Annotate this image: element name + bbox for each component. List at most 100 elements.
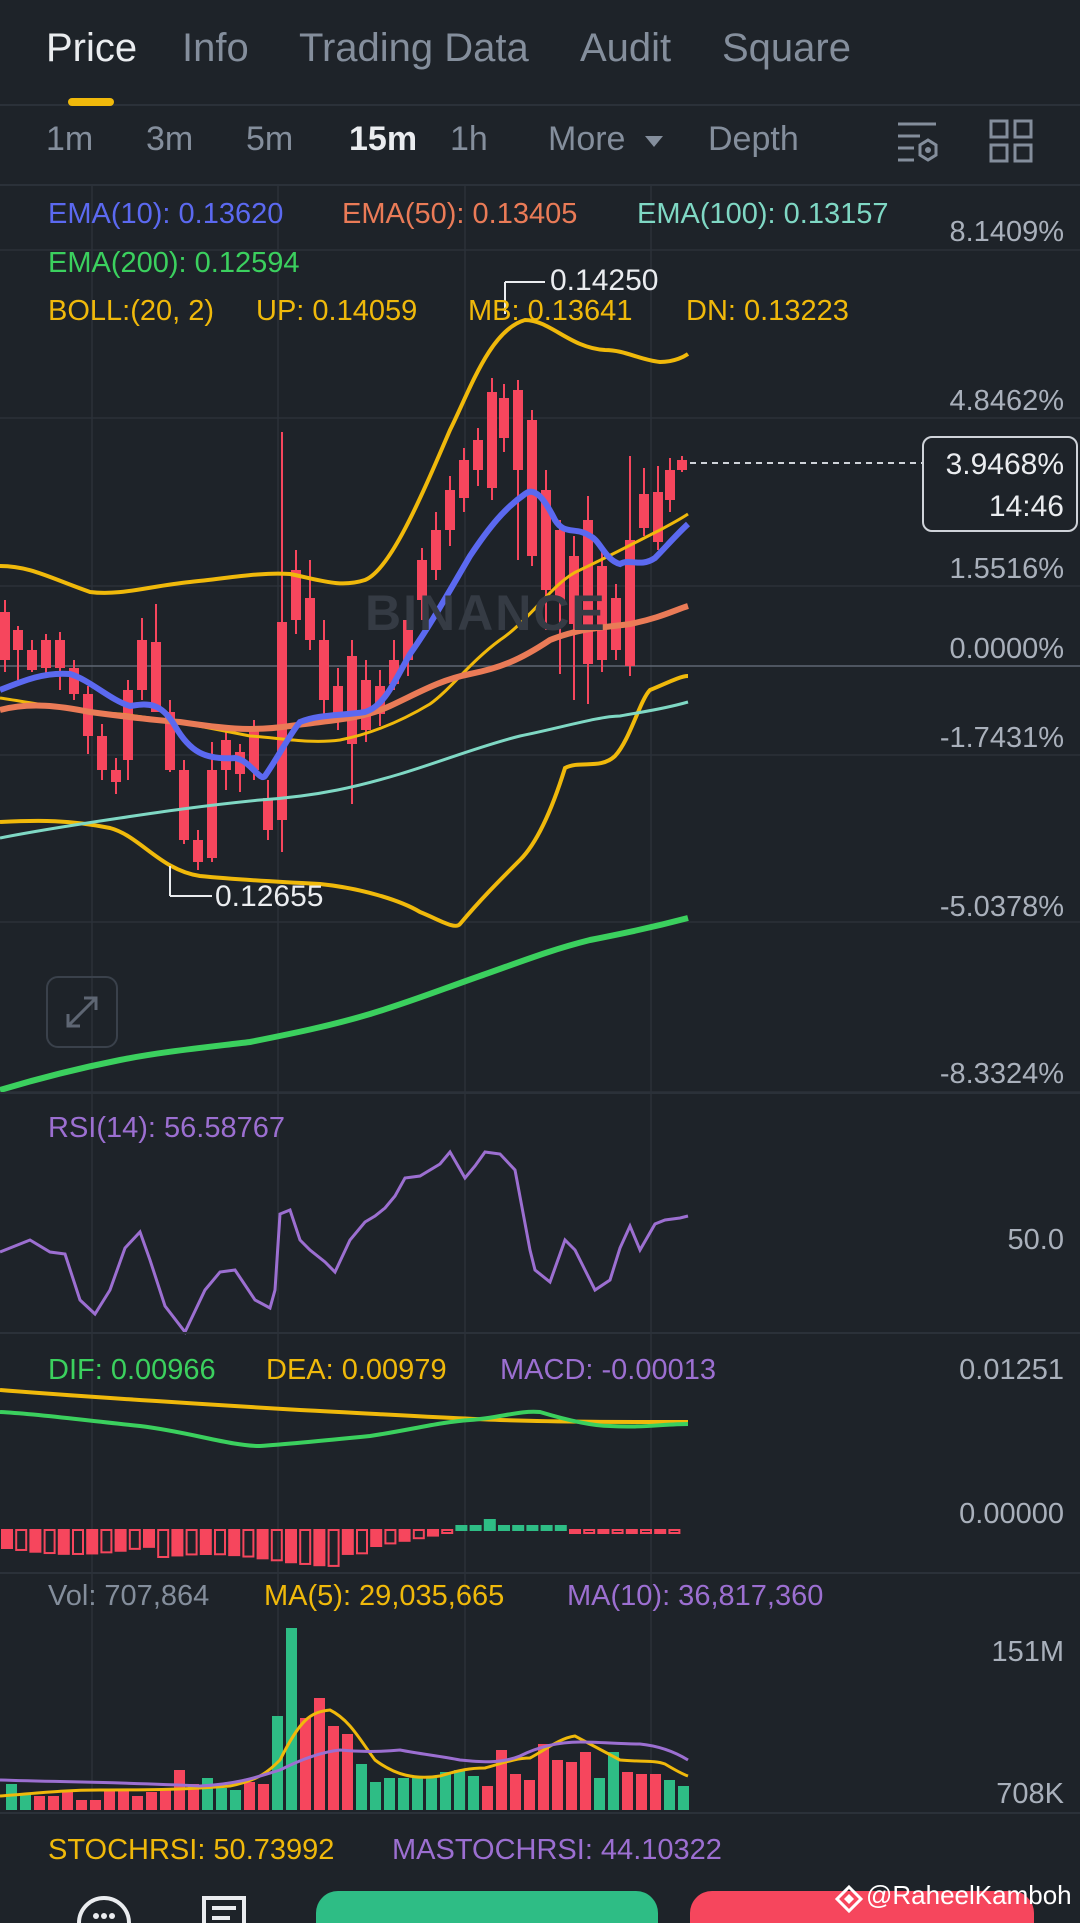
more-menu-icon[interactable] (76, 1894, 132, 1923)
more-label: More (548, 120, 626, 158)
volume-bar (622, 1772, 633, 1810)
macd-histogram-bar (285, 1529, 297, 1564)
macd-histogram-bar (654, 1529, 667, 1534)
macd-histogram-bar (86, 1529, 99, 1555)
volume-bar (328, 1726, 339, 1810)
macd-legend: MACD: -0.00013 (500, 1354, 716, 1386)
interval-bar: 1m 3m 5m 15m 1h More Depth (0, 106, 1080, 186)
price-axis-label: 1.5516% (949, 553, 1065, 585)
interval-15m[interactable]: 15m (349, 120, 418, 158)
sell-button[interactable] (690, 1891, 1034, 1923)
volume-axis-top: 151M (991, 1636, 1064, 1668)
macd-histogram-bar (199, 1529, 212, 1556)
macd-histogram-bar (128, 1529, 141, 1550)
volume-bar (594, 1778, 605, 1810)
candle-body (319, 640, 329, 700)
buy-button[interactable] (316, 1891, 658, 1923)
candle-body (389, 660, 399, 684)
macd-histogram-bar (114, 1529, 127, 1552)
caret-down-icon (644, 136, 663, 148)
tab-square[interactable]: Square (722, 26, 851, 70)
volume-bar (538, 1744, 549, 1810)
fullscreen-button[interactable] (46, 976, 118, 1048)
interval-1m[interactable]: 1m (46, 120, 94, 158)
candle-body (487, 392, 497, 488)
candle-body (541, 490, 551, 590)
price-axis-label: -8.3324% (939, 1058, 1064, 1090)
boll-legend: BOLL:(20, 2) (48, 295, 215, 327)
more-intervals-button[interactable]: More (548, 120, 665, 159)
volume-bar (146, 1792, 157, 1810)
volume-bar (286, 1628, 297, 1810)
volume-bar (552, 1760, 563, 1810)
macd-histogram-bar (398, 1529, 411, 1542)
volume-bar (300, 1718, 311, 1810)
macd-histogram-bar (640, 1529, 652, 1534)
volume-bar (412, 1776, 423, 1810)
macd-histogram-bar (526, 1525, 539, 1531)
macd-histogram-bar (341, 1529, 354, 1555)
top-tab-bar: Price Info Trading Data Audit Square (0, 0, 1080, 106)
macd-histogram-bar (540, 1525, 553, 1531)
orders-icon[interactable] (200, 1894, 248, 1923)
volume-bar (356, 1764, 367, 1810)
macd-histogram-bar (625, 1529, 638, 1534)
ema10-line (0, 488, 691, 781)
candle-body (207, 770, 217, 858)
volume-bar (20, 1794, 31, 1810)
candle-body (41, 640, 51, 668)
volume-bar (426, 1776, 437, 1810)
volume-bar (580, 1752, 591, 1810)
volume-bar (244, 1782, 255, 1810)
volume-ma10-line (0, 1740, 689, 1788)
volume-bar (524, 1780, 535, 1810)
macd-histogram-bar (483, 1519, 496, 1531)
interval-1h[interactable]: 1h (450, 120, 488, 158)
tab-audit[interactable]: Audit (580, 26, 672, 70)
interval-3m[interactable]: 3m (146, 120, 194, 158)
bollinger-upper-line (0, 317, 690, 595)
volume-bar (34, 1796, 45, 1810)
volume-bar (440, 1772, 451, 1810)
macd-histogram-bar (242, 1529, 255, 1558)
candle-body (665, 470, 675, 500)
depth-tab[interactable]: Depth (708, 120, 799, 158)
tab-trading-data[interactable]: Trading Data (299, 26, 529, 70)
volume-legend: Vol: 707,864 (48, 1580, 210, 1612)
panel-divider (0, 1092, 1080, 1094)
macd-histogram-bar (554, 1525, 567, 1531)
rsi-axis-label: 50.0 (1007, 1224, 1064, 1256)
current-price-percent: 3.9468% (945, 448, 1064, 481)
high-price-label: 0.14250 (550, 264, 659, 297)
candle-body (597, 566, 607, 660)
ema100-legend: EMA(100): 0.13157 (637, 198, 889, 230)
volume-bar (496, 1750, 507, 1810)
dea-line (0, 1388, 689, 1424)
candle-body (555, 530, 565, 600)
macd-histogram-bar (597, 1529, 610, 1534)
candle-body (97, 736, 107, 770)
volume-bar (608, 1752, 619, 1810)
tab-info[interactable]: Info (182, 26, 249, 70)
chart-settings-icon[interactable] (894, 118, 940, 164)
candle-body (123, 690, 133, 760)
candle-body (347, 656, 357, 744)
macd-histogram-bar (441, 1529, 454, 1534)
volume-bar (636, 1774, 647, 1810)
candle-body (221, 740, 231, 770)
ema10-legend: EMA(10): 0.13620 (48, 198, 284, 230)
volume-bar (258, 1784, 269, 1810)
interval-5m[interactable]: 5m (246, 120, 294, 158)
grid-view-icon[interactable] (988, 118, 1034, 164)
volume-bar (62, 1792, 73, 1810)
candle-body (291, 570, 301, 620)
dif-line (0, 1409, 689, 1449)
candle-body (165, 712, 175, 770)
volume-bar (118, 1790, 129, 1810)
macd-histogram-bar (72, 1529, 84, 1555)
tab-price[interactable]: Price (46, 26, 138, 70)
volume-bar (482, 1786, 493, 1810)
candle-body (459, 460, 469, 498)
volume-bar (678, 1786, 689, 1810)
